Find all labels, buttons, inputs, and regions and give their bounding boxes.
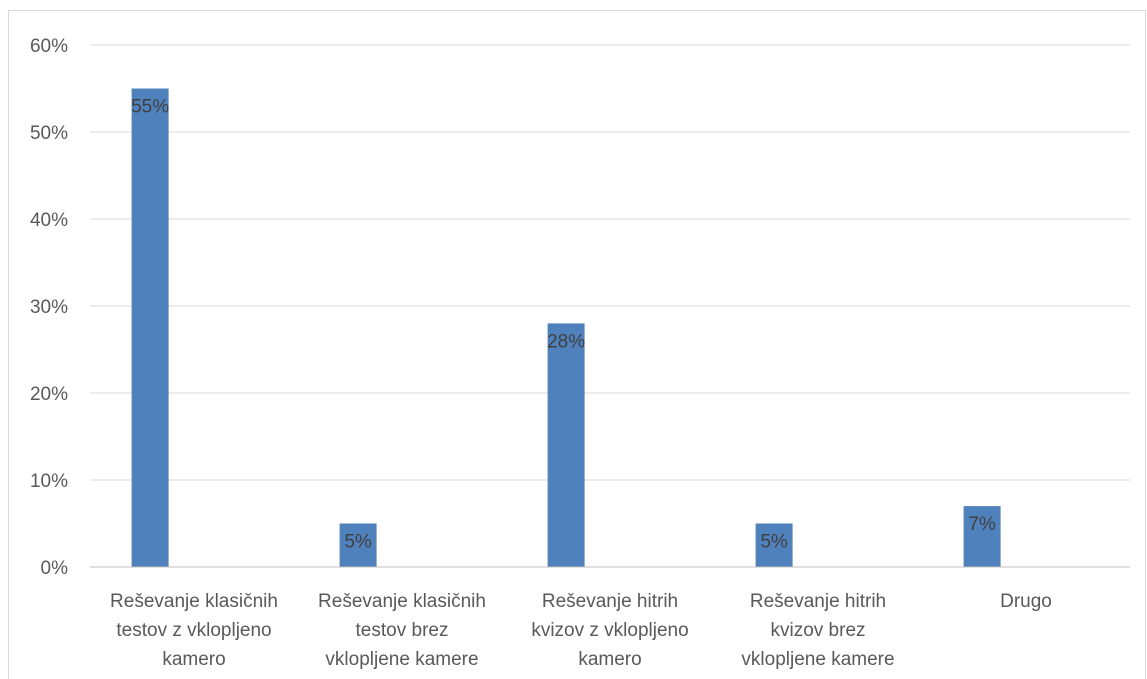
- category-label-line: kamero: [162, 649, 225, 670]
- category-label-line: Drugo: [1000, 591, 1052, 612]
- category-label-line: kvizov brez: [770, 620, 865, 641]
- bar: [547, 323, 585, 567]
- bar: [339, 523, 377, 567]
- gridlines: [90, 44, 1130, 481]
- bar: [131, 88, 169, 567]
- bars: [131, 88, 1001, 567]
- category-label-line: kamero: [578, 649, 641, 670]
- category-label-line: kvizov z vklopljeno: [531, 620, 688, 641]
- category-label: Reševanje hitrih kvizov brez vklopljene ka…: [741, 591, 894, 670]
- y-tick-label: 30%: [30, 297, 68, 318]
- y-axis-tick-labels: 0% 10% 20% 30% 40% 50% 60%: [30, 36, 68, 579]
- x-axis-category-labels: Reševanje klasičnih testov z vklopljeno ka…: [110, 591, 1052, 670]
- y-tick-label: 10%: [30, 471, 68, 492]
- bar: [755, 523, 793, 567]
- category-label-line: vklopljene kamere: [325, 649, 478, 670]
- bar: [963, 506, 1001, 567]
- data-label: 5%: [344, 532, 372, 553]
- data-label: 55%: [131, 97, 169, 118]
- category-label: Reševanje klasičnih testov brez vklopljene…: [318, 591, 486, 670]
- y-tick-label: 20%: [30, 384, 68, 405]
- category-label-line: Reševanje klasičnih: [110, 591, 278, 612]
- category-label: Drugo: [1000, 591, 1052, 612]
- category-label: Reševanje klasičnih testov z vklopljeno ka…: [110, 591, 278, 670]
- category-label-line: Reševanje hitrih: [542, 591, 678, 612]
- category-label-line: testov z vklopljeno: [116, 620, 271, 641]
- y-tick-label: 50%: [30, 123, 68, 144]
- chart-frame: [8, 10, 1146, 679]
- category-label-line: vklopljene kamere: [741, 649, 894, 670]
- y-tick-label: 40%: [30, 210, 68, 231]
- category-label: Reševanje hitrih kvizov z vklopljeno kamer…: [531, 591, 688, 670]
- data-labels: 55% 5% 28% 5% 7%: [131, 97, 996, 553]
- y-tick-label: 60%: [30, 36, 68, 57]
- data-label: 28%: [547, 331, 585, 352]
- category-label-line: Reševanje hitrih: [750, 591, 886, 612]
- y-tick-label: 0%: [41, 558, 69, 579]
- data-label: 7%: [968, 514, 996, 535]
- data-label: 5%: [760, 532, 788, 553]
- category-label-line: Reševanje klasičnih: [318, 591, 486, 612]
- category-label-line: testov brez: [356, 620, 449, 641]
